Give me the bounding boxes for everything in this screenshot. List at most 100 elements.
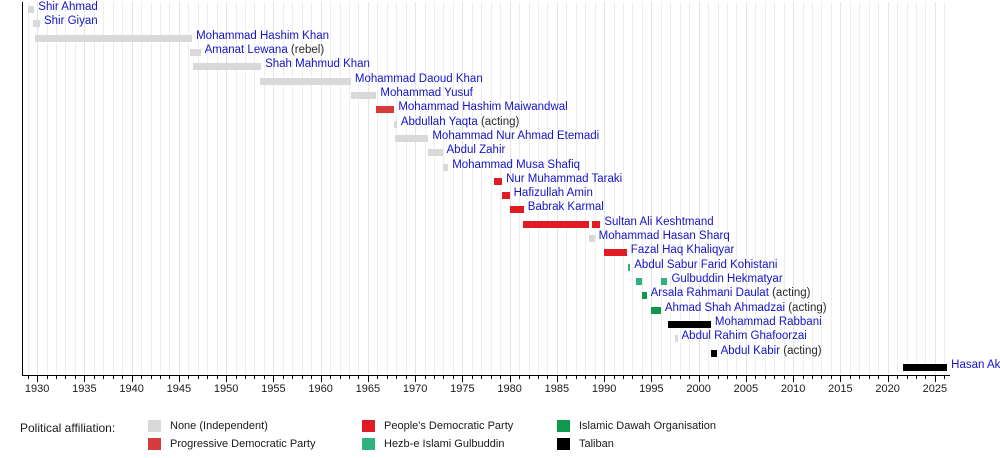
x-tick-major — [273, 376, 275, 382]
timeline-bar[interactable] — [35, 34, 193, 42]
gridline — [670, 2, 672, 375]
gridline — [632, 2, 634, 375]
gridline — [481, 2, 483, 375]
person-name: Abdullah Yaqta — [400, 115, 478, 128]
x-tick-minor — [537, 376, 539, 379]
timeline-row-label: Gulbuddin Hekmatyar — [671, 272, 782, 287]
timeline-bar[interactable] — [442, 163, 449, 171]
timeline-bar[interactable] — [522, 220, 589, 228]
x-tick-major — [604, 376, 606, 382]
timeline-bar[interactable] — [190, 48, 201, 56]
x-tick-minor — [915, 376, 917, 379]
gridline — [528, 2, 530, 375]
gridline — [641, 2, 643, 375]
x-tick-minor — [679, 376, 681, 379]
x-tick-minor — [254, 376, 256, 379]
timeline-bar[interactable] — [260, 77, 351, 85]
x-tick-minor — [689, 376, 691, 379]
timeline-bar[interactable] — [902, 364, 948, 371]
x-tick-label: 2005 — [733, 383, 759, 395]
gridline — [320, 2, 322, 375]
x-tick-minor — [348, 376, 350, 379]
timeline-bar[interactable] — [493, 177, 503, 185]
gridline — [311, 2, 313, 375]
x-tick-minor — [925, 376, 927, 379]
timeline-bar[interactable] — [394, 120, 397, 128]
x-tick-minor — [566, 376, 568, 379]
gridline — [679, 2, 681, 375]
timeline-row: Mohammad Hashim Khan — [22, 30, 950, 46]
timeline-bar[interactable] — [660, 278, 668, 286]
timeline-bar[interactable] — [395, 134, 429, 142]
timeline-bar[interactable] — [710, 349, 717, 357]
gridline — [878, 2, 880, 375]
timeline-bar[interactable] — [376, 106, 395, 114]
timeline-bar[interactable] — [193, 63, 262, 71]
timeline-row-label: Nur Muhammad Taraki — [506, 172, 622, 187]
timeline-row: Shir Ahmad — [22, 1, 950, 17]
x-tick-label: 1970 — [402, 383, 428, 395]
x-tick-minor — [906, 376, 908, 379]
x-tick-label: 1945 — [166, 383, 192, 395]
gridline — [566, 2, 568, 375]
x-tick-major — [320, 376, 322, 382]
timeline-bar[interactable] — [675, 335, 678, 343]
gridline — [112, 2, 114, 375]
timeline-bar[interactable] — [651, 306, 661, 314]
gridline — [868, 2, 870, 375]
gridline — [235, 2, 237, 375]
timeline-row-label: Mohammad Nur Ahmad Etemadi — [432, 129, 599, 144]
timeline-bar[interactable] — [428, 149, 443, 157]
timeline-bar[interactable] — [509, 206, 524, 214]
gridline — [178, 2, 180, 375]
timeline-bar[interactable] — [589, 235, 595, 243]
x-tick-label: 1990 — [591, 383, 617, 395]
x-tick-minor — [481, 376, 483, 379]
gridline — [434, 2, 436, 375]
x-tick-minor — [774, 376, 776, 379]
timeline-row: Mohammad Hasan Sharq — [22, 230, 950, 246]
gridline — [245, 2, 247, 375]
x-tick-minor — [46, 376, 48, 379]
x-tick-label: 1975 — [450, 383, 475, 395]
x-tick-minor — [821, 376, 823, 379]
legend-swatch-taliban — [557, 438, 570, 450]
person-name: Amanat Lewana — [204, 43, 288, 56]
gridline — [301, 2, 303, 375]
x-tick-label: 1980 — [497, 383, 522, 395]
plot-area: Shir Ahmad Shir Giyan Mohammad Hashim Khan… — [22, 1, 1000, 375]
x-axis: 1930 1935 1940 1945 1950 1955 1960 1965 1970 1975… — [22, 375, 950, 405]
timeline-bar[interactable] — [591, 220, 601, 228]
x-tick-major — [793, 376, 795, 382]
gridline — [897, 2, 899, 375]
gridline — [859, 2, 861, 375]
x-tick-minor — [103, 376, 105, 379]
timeline-row: Shir Giyan — [22, 15, 950, 31]
x-tick-minor — [339, 376, 341, 379]
x-tick-minor — [245, 376, 247, 379]
timeline-bar[interactable] — [627, 263, 631, 271]
timeline-row-label: Mohammad Hashim Maiwandwal — [398, 100, 567, 115]
timeline-row-label: Fazal Haq Khaliqyar — [631, 243, 735, 258]
x-tick-minor — [585, 376, 587, 379]
gridline — [37, 2, 39, 375]
gridline — [462, 2, 464, 375]
timeline-bar[interactable] — [636, 278, 642, 286]
x-tick-minor — [868, 376, 870, 379]
person-name: Mohammad Hasan Sharq — [598, 230, 730, 243]
timeline-bar[interactable] — [502, 192, 510, 200]
x-tick-minor — [235, 376, 237, 379]
timeline-bar[interactable] — [668, 321, 711, 329]
timeline-bar[interactable] — [350, 91, 377, 99]
timeline-bar[interactable] — [641, 292, 647, 300]
gridline — [783, 2, 785, 375]
gridline — [93, 2, 95, 375]
person-name: Gulbuddin Hekmatyar — [671, 273, 783, 286]
gridline — [415, 2, 417, 375]
person-name: Abdul Kabir — [720, 344, 781, 357]
x-tick-label: 1940 — [119, 383, 144, 395]
timeline-bar[interactable] — [27, 6, 35, 13]
timeline-bar[interactable] — [33, 20, 40, 28]
x-tick-minor — [311, 376, 313, 379]
timeline-bar[interactable] — [604, 249, 627, 257]
